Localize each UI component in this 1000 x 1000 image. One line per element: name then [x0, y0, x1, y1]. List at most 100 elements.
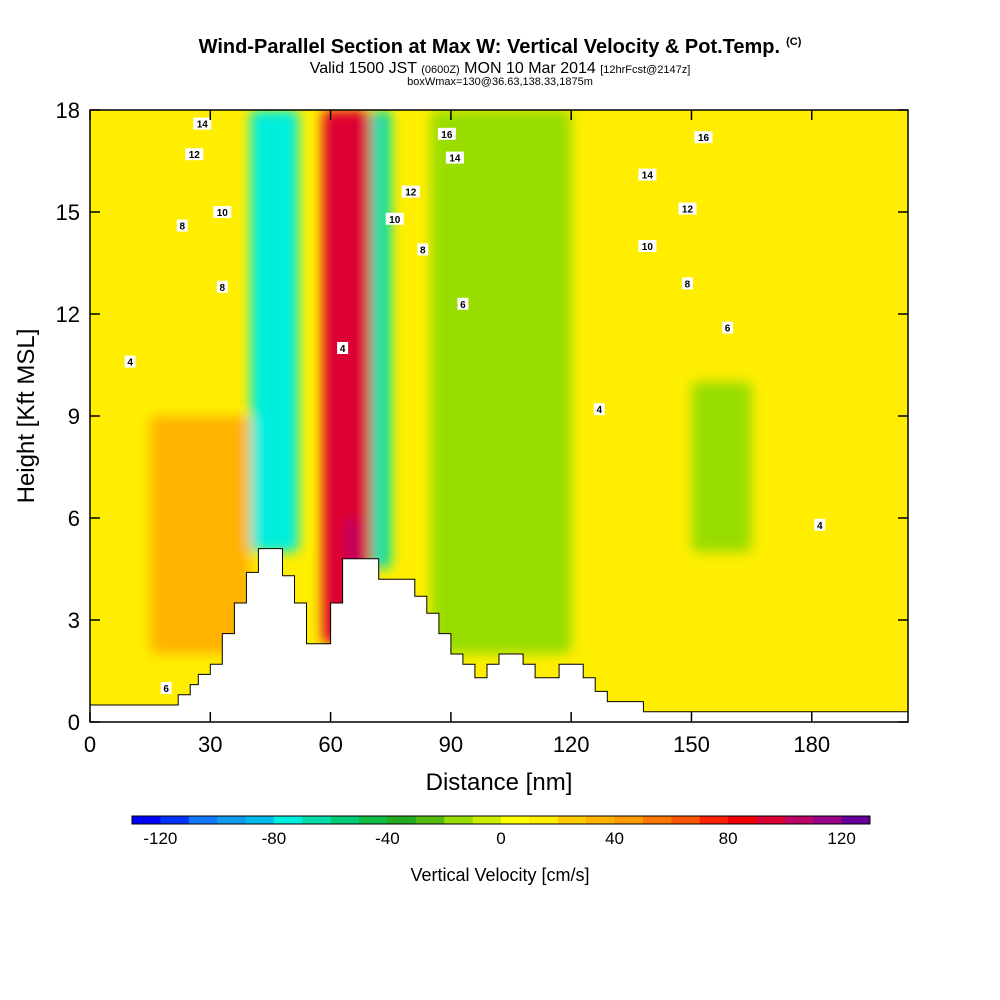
svg-text:8: 8: [420, 245, 426, 256]
contour-label-9: 12: [401, 185, 420, 199]
colorbar-segment-9: [387, 816, 417, 824]
velocity-feature-5: [430, 110, 572, 654]
colorbar-segment-0: [132, 816, 161, 824]
svg-text:4: 4: [340, 344, 346, 355]
contour-label-14: 16: [694, 131, 713, 144]
colorbar-segment-21: [728, 816, 757, 824]
colorbar-tick-label-2: -40: [375, 829, 400, 848]
contour-label-21: 6: [160, 682, 172, 695]
velocity-field: [150, 110, 752, 654]
valid-time-utc: (0600Z): [421, 64, 460, 76]
svg-text:12: 12: [189, 150, 201, 161]
colorbar-tick-label-0: -120: [143, 829, 177, 848]
y-tick-label-1: 3: [68, 608, 80, 633]
colorbar-segment-16: [586, 816, 616, 824]
colorbar-tick-label-1: -80: [262, 829, 287, 848]
colorbar-segment-8: [359, 816, 388, 824]
x-tick-label-0: 0: [84, 732, 96, 757]
svg-text:6: 6: [725, 324, 731, 335]
chart-subtitle: Valid 1500 JST (0600Z) MON 10 Mar 2014 […: [0, 60, 1000, 78]
colorbar-segment-20: [699, 816, 729, 824]
colorbar-segment-22: [756, 816, 786, 824]
colorbar-tick-label-6: 120: [827, 829, 855, 848]
colorbar-segment-15: [557, 816, 587, 824]
y-tick-label-3: 9: [68, 404, 80, 429]
theta-contour-labels: 14 12 8 10 8 4 4 16 14 12 10 8 6 4 16 14 12 10 8 6 4 6: [124, 117, 826, 695]
colorbar-segment-1: [160, 816, 190, 824]
svg-text:14: 14: [642, 171, 654, 182]
colorbar-segment-10: [415, 816, 445, 824]
colorbar-segment-3: [217, 816, 247, 824]
svg-text:16: 16: [698, 133, 710, 144]
svg-text:6: 6: [460, 300, 466, 311]
velocity-feature-6: [691, 382, 752, 552]
y-axis: 0 3 6 9 12 15 18: [56, 98, 908, 735]
colorbar-segment-14: [529, 816, 559, 824]
colorbar-tick-label-4: 40: [605, 829, 624, 848]
forecast-info: [12hrFcst@2147z]: [600, 64, 691, 76]
colorbar-segment-18: [642, 816, 672, 824]
contour-label-2: 8: [176, 219, 188, 233]
colorbar-segment-11: [444, 816, 474, 824]
x-tick-label-3: 90: [439, 732, 463, 757]
x-axis: 0 30 60 90 120 150 180: [84, 110, 830, 757]
colorbar-segment-24: [813, 816, 843, 824]
contour-label-11: 8: [417, 243, 429, 256]
svg-text:8: 8: [685, 279, 691, 290]
svg-text:16: 16: [441, 130, 453, 141]
colorbar-tick-label-5: 80: [719, 829, 738, 848]
y-axis-label: Height [Kft MSL]: [13, 329, 40, 504]
box-info: boxWmax=130@36.63,138.33,1875m: [407, 76, 593, 88]
colorbar-label: Vertical Velocity [cm/s]: [410, 865, 589, 885]
x-tick-label-5: 150: [673, 732, 710, 757]
x-tick-label-4: 120: [553, 732, 590, 757]
velocity-feature-2: [370, 110, 391, 569]
svg-text:12: 12: [405, 188, 417, 199]
colorbar-segment-6: [302, 816, 332, 824]
contour-label-12: 6: [457, 297, 469, 311]
contour-label-15: 14: [638, 168, 657, 182]
x-tick-label-6: 180: [793, 732, 830, 757]
colorbar: -120 -80 -40 0 40 80 120: [131, 815, 871, 848]
terrain-mask: [90, 548, 908, 722]
colorbar-segment-19: [671, 816, 701, 824]
svg-text:4: 4: [817, 521, 823, 532]
valid-time: Valid 1500 JST: [309, 60, 417, 77]
colorbar-segment-17: [614, 816, 644, 824]
velocity-feature-4: [150, 416, 251, 654]
y-tick-label-5: 15: [56, 200, 80, 225]
y-tick-label-4: 12: [56, 302, 80, 327]
contour-label-10: 10: [385, 212, 404, 226]
contour-label-5: 4: [124, 355, 136, 369]
valid-date: MON 10 Mar 2014: [464, 60, 596, 77]
plot-area: 14 12 8 10 8 4 4 16 14 12 10 8 6 4 16 14 12 10 8 6 4 6: [90, 110, 908, 722]
svg-text:10: 10: [389, 215, 401, 226]
contour-label-18: 8: [681, 277, 693, 290]
colorbar-segment-4: [245, 816, 275, 824]
y-tick-label-2: 6: [68, 506, 80, 531]
colorbar-tick-label-3: 0: [496, 829, 505, 848]
colorbar-segment-2: [188, 816, 218, 824]
colorbar-segment-7: [330, 816, 360, 824]
y-tick-label-6: 18: [56, 98, 80, 123]
contour-label-0: 14: [193, 117, 212, 131]
colorbar-segment-25: [841, 816, 871, 824]
contour-label-20: 4: [814, 518, 826, 532]
contour-label-16: 12: [678, 202, 697, 216]
contour-label-4: 8: [216, 280, 228, 294]
contour-label-19: 6: [722, 321, 734, 335]
y-tick-label-0: 0: [68, 710, 80, 735]
contour-label-6: 4: [337, 342, 349, 355]
chart-title: Wind-Parallel Section at Max W: Vertical…: [0, 36, 1000, 59]
colorbar-segment-12: [472, 816, 502, 824]
svg-text:4: 4: [596, 405, 602, 416]
svg-text:8: 8: [179, 222, 185, 233]
contour-label-3: 10: [213, 206, 232, 219]
colorbar-segment-23: [784, 816, 814, 824]
svg-text:4: 4: [127, 358, 133, 369]
contour-label-7: 16: [437, 127, 456, 141]
colorbar-segment-5: [273, 816, 303, 824]
velocity-feature-0: [250, 110, 299, 552]
contour-label-8: 14: [445, 151, 464, 165]
